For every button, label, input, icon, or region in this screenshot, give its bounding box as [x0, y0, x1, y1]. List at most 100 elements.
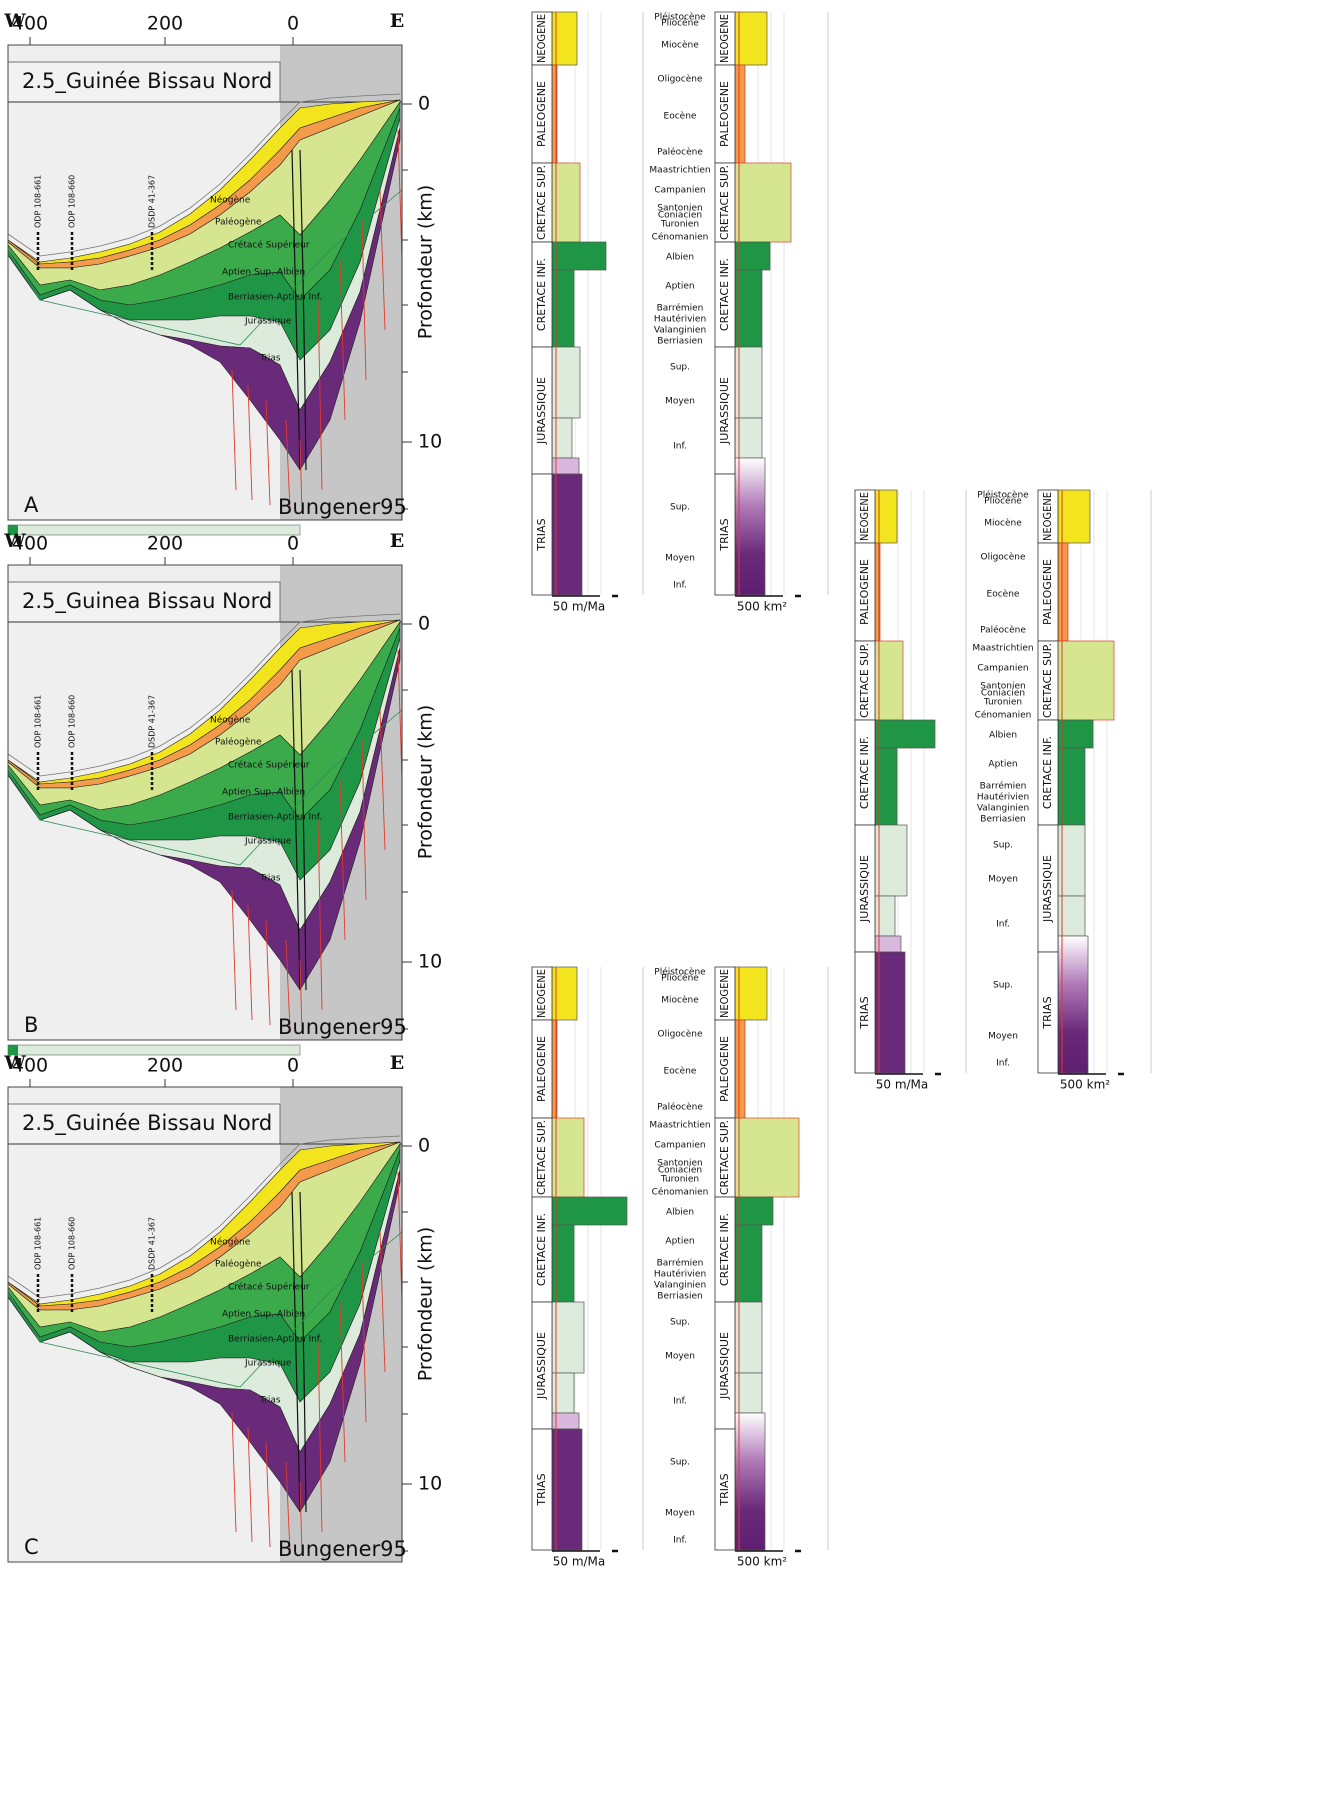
bar [551, 346, 581, 419]
section-title: 2.5_Guinée Bissau Nord [22, 1111, 272, 1136]
diapir [291, 1191, 307, 1513]
bar [551, 1372, 575, 1414]
stage-label: Cénomanien [975, 710, 1032, 721]
period-label: JURASSIQUE [1041, 855, 1054, 923]
fault [339, 259, 346, 421]
east-label: E [390, 530, 404, 552]
period-label: CRETACE INF. [718, 1213, 731, 1286]
column-set: NEOGENE PALEOGENE CRETACE SUP. CRETACE INF.… [531, 12, 829, 614]
fault [379, 709, 386, 851]
time-bar-progress [8, 525, 18, 535]
bar [734, 1117, 800, 1198]
stage-label: Sup. [670, 503, 690, 513]
bar [874, 895, 896, 937]
stage-label: Pléistocène [654, 12, 706, 23]
stage-label: Sup. [993, 981, 1013, 991]
period-label: CRETACE INF. [535, 258, 548, 331]
stage-label: Moyen [988, 875, 1018, 885]
period-label: PALEOGENE [718, 81, 731, 147]
bar [874, 824, 908, 897]
bar [551, 473, 583, 596]
x-tick-label: 200 [147, 13, 183, 35]
fault [379, 1231, 386, 1373]
layer-label: Crétacé Supérieur [228, 240, 310, 251]
east-label: E [390, 10, 404, 32]
stage-label: Sup. [670, 1458, 690, 1468]
stage-label: Berriasien [657, 337, 702, 347]
stage-label: Pléistocène [977, 490, 1029, 501]
stage-label: Inf. [996, 1059, 1010, 1069]
period-label: TRIAS [858, 996, 871, 1029]
period-label: NEOGENE [718, 969, 731, 1018]
stage-label: Hautérivien [654, 314, 706, 325]
stage-label: Pliocène [984, 496, 1022, 507]
fault [397, 129, 403, 261]
period-label: PALEOGENE [535, 1036, 548, 1102]
stage-label: Moyen [665, 1352, 695, 1362]
title-box [7, 581, 281, 623]
bar [551, 1224, 575, 1303]
bar [734, 241, 771, 271]
panel-label: B [24, 1013, 38, 1037]
period-label: JURASSIQUE [718, 377, 731, 445]
period-box [531, 473, 553, 596]
stage-label: Inf. [673, 581, 687, 591]
fault [339, 1301, 346, 1463]
stage-label: Moyen [988, 1032, 1018, 1042]
fault [247, 1426, 253, 1543]
stage-label: Maastrichtien [972, 644, 1033, 654]
x-tick-label: 400 [12, 533, 48, 555]
y-axis-label: Profondeur (km) [415, 705, 437, 859]
period-box [854, 951, 876, 1074]
bar [734, 457, 766, 596]
layer-label: Crétacé Supérieur [228, 760, 310, 771]
well-label: ODP 108-661 [34, 175, 43, 228]
stage-label: Campanien [654, 1141, 705, 1151]
stage-label: Eocène [987, 589, 1020, 600]
stage-label: Turonien [660, 220, 699, 230]
period-label: TRIAS [535, 1473, 548, 1506]
stage-label: Miocène [661, 40, 699, 51]
period-label: CRETACE INF. [858, 736, 871, 809]
fault [397, 649, 403, 781]
bar [551, 269, 575, 348]
panel-label: C [24, 1535, 39, 1559]
x-tick-label: 0 [287, 13, 299, 35]
stage-label: Albien [666, 1208, 694, 1218]
stage-label: Valanginien [654, 326, 706, 336]
bar [551, 1301, 585, 1374]
stage-label: Inf. [673, 1536, 687, 1546]
layer [7, 127, 401, 471]
y-tick-label: 10 [418, 431, 442, 453]
period-label: PALEOGENE [535, 81, 548, 147]
stage-label: Inf. [673, 1397, 687, 1407]
panel-label: A [24, 493, 39, 517]
stage-label: Moyen [665, 554, 695, 564]
stage-label: Turonien [660, 1175, 699, 1185]
stage-label: Eocène [664, 1066, 697, 1077]
period-label: TRIAS [718, 1473, 731, 1506]
stage-label: Hautérivien [977, 792, 1029, 803]
stage-label: Valanginien [977, 804, 1029, 814]
fault [361, 739, 367, 901]
bar [874, 747, 898, 826]
x-tick-label: 400 [12, 13, 48, 35]
seafloor [7, 613, 401, 777]
fault [285, 1461, 291, 1553]
stage-label: Moyen [665, 1509, 695, 1519]
stage-label: Barrémien [657, 303, 704, 314]
layer-label: Berriasien-Aptien Inf. [228, 1335, 322, 1345]
x-tick-label: 0 [287, 1055, 299, 1077]
stage-label: Inf. [996, 920, 1010, 930]
period-label: PALEOGENE [1041, 559, 1054, 625]
bar [1057, 935, 1089, 1074]
stage-label: Miocène [984, 518, 1022, 529]
stage-label: Miocène [661, 995, 699, 1006]
fault [265, 399, 271, 506]
section-title: 2.5_Guinea Bissau Nord [22, 589, 272, 614]
well-label: DSDP 41-367 [148, 1217, 157, 1270]
stage-label: Campanien [977, 664, 1028, 674]
source-label: Bungener95 [278, 495, 407, 519]
layer-label: Jurassique [244, 317, 292, 327]
